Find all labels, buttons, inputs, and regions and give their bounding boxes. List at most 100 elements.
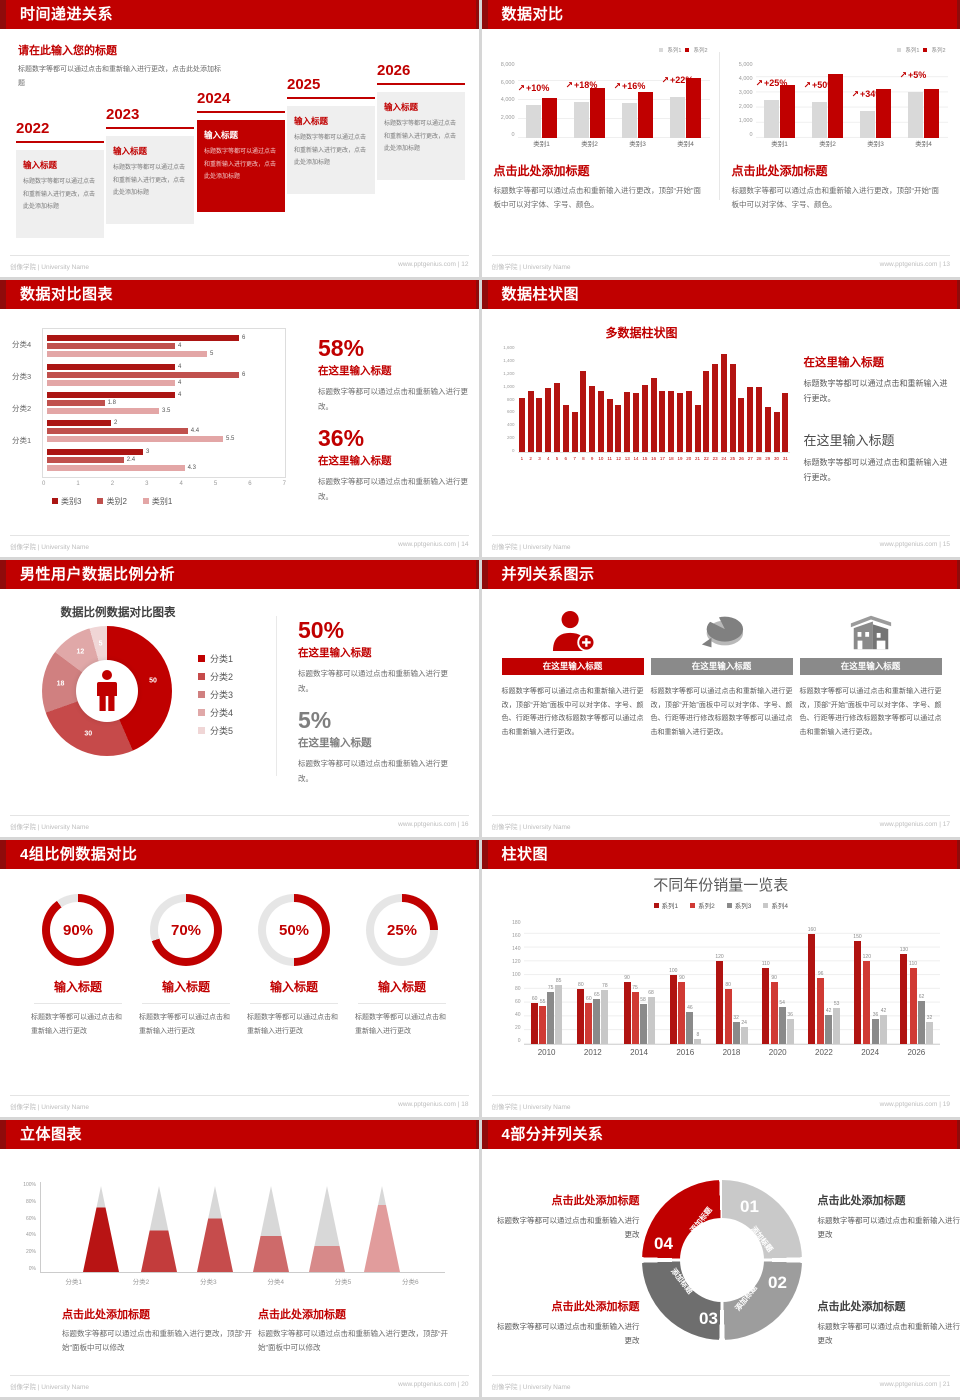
bar <box>770 982 778 1044</box>
bar <box>518 398 525 452</box>
bar-slot <box>746 387 755 452</box>
slide-column-chart[interactable]: 数据柱状图 多数据柱状图 1,600 1,400 1,200 1,000 800 600 4… <box>481 280 960 557</box>
segment-number: 02 <box>768 1273 787 1292</box>
bar <box>926 1021 934 1044</box>
chart-element: 110 90 54 36 <box>762 920 794 1044</box>
parallel-item-2: 在这里输入标题 标题数字等都可以通过点击和重新输入进行更改，顶部“开始”面板中可… <box>650 600 793 740</box>
category-label: 分类1 <box>12 436 32 446</box>
quad-block-bottom-left: 点击此处添加标题 标题数字等都可以通过点击和重新输入进行更改 <box>492 1298 640 1349</box>
text-block-accent: 在这里输入标题 标题数字等都可以通过点击和重新输入进行更改。 <box>804 354 952 406</box>
slide-parallel-relation[interactable]: 并列关系图示 在这里输入标题 标题数字等都可以通过点击和重新输入进行更改，顶部“… <box>481 560 960 837</box>
stat-percent: 36% <box>318 425 365 451</box>
ring-title: 输入标题 <box>269 980 318 994</box>
slide-header-band: 数据柱状图 <box>481 280 960 309</box>
x-tick: 6 <box>248 481 252 487</box>
category-label: 类别4 <box>677 141 694 148</box>
series2-swatch <box>685 48 690 52</box>
bar-slot: 78 <box>601 983 609 1044</box>
slide-ring-comparison[interactable]: 4组比例数据对比 90% 输入标题 标题数字等都可以通过点击和重新输入进行更改 … <box>0 840 479 1117</box>
value-label: 90 <box>679 975 685 981</box>
bar-slot: 85 <box>555 978 563 1044</box>
x-tick: 2 <box>529 455 532 461</box>
icon-wrap <box>800 600 942 658</box>
x-tick: 7 <box>573 455 576 461</box>
series2-bar <box>686 78 701 138</box>
stat-block-36: 36% 在这里输入标题 标题数字等都可以通过点击和重新输入进行更改。 <box>318 425 470 504</box>
y-tick: 0 <box>517 1037 521 1044</box>
cone-chart <box>40 1182 445 1273</box>
footer-brand: 创像学院 | University Name <box>10 824 89 831</box>
bar <box>678 982 686 1044</box>
timeline-item-2022: 2022 输入标题 标题数字等都可以通过点击和重新输入进行更改，点击此处添加标题 <box>16 120 104 238</box>
slide-time-progression[interactable]: 时间递进关系 请在此输入您的标题 标题数字等都可以通过点击和重新输入进行更改，点… <box>0 0 479 277</box>
slide-footer: 创像学院 | University Name www.pptgenius.com… <box>10 815 469 831</box>
bar-slot <box>526 391 535 452</box>
slide-grouped-bar-chart[interactable]: 柱状图 不同年份销量一览表 系列1 系列2 系列3 系列4 180 160 140 1… <box>481 840 960 1117</box>
slide-data-comparison[interactable]: 数据对比 系列1 系列2 8,000 6,000 4,000 2,000 0 ↗ +10% 类… <box>481 0 960 277</box>
x-tick: 14 <box>633 455 639 461</box>
bar <box>597 391 604 452</box>
timeline-divider <box>106 127 194 129</box>
bar-slot <box>719 354 728 452</box>
slide-header-band: 柱状图 <box>481 840 960 869</box>
divider <box>250 1003 338 1004</box>
y-tick: 40% <box>25 1232 36 1239</box>
y-tick: 1,200 <box>503 370 515 376</box>
chart-element: 3 <box>47 448 281 455</box>
y-tick: 60 <box>514 998 521 1005</box>
y-tick: 800 <box>506 396 515 402</box>
slide-header-band: 并列关系图示 <box>481 560 960 589</box>
bar <box>601 990 609 1044</box>
slide-footer: 创像学院 | University Name www.pptgenius.com… <box>491 535 950 551</box>
pie-3d-icon <box>701 615 743 648</box>
series1-swatch <box>653 903 659 908</box>
stat-body: 标题数字等都可以通过点击和重新输入进行更改。 <box>318 387 468 411</box>
slide-hbar-comparison[interactable]: 数据对比图表 分类4 分类3 分类2 分类1 6 4 5 4 6 4 4 1.8 3.5 2 4.4 5.5 3… <box>0 280 479 557</box>
y-tick: 180 <box>512 920 521 926</box>
year-label: 2025 <box>287 76 321 93</box>
donut-center <box>76 660 138 722</box>
chart-element: 160 96 42 53 <box>808 920 841 1044</box>
slice-value-label: 12 <box>76 648 85 656</box>
slide-cone-chart[interactable]: 立体图表 100% 80% 60% 40% 20% 0% 分类1 分类2 分类3 分类4 分类5 分… <box>0 1120 479 1397</box>
bar <box>47 371 239 378</box>
series1-bar <box>574 101 589 138</box>
chart-title: 不同年份销量一览表 <box>653 877 789 894</box>
slide-title: 柱状图 <box>501 846 549 863</box>
y-axis: 8,000 6,000 4,000 2,000 0 <box>494 62 518 138</box>
bar-group: 100 90 46 8 2016 <box>662 920 708 1057</box>
timeline-card: 输入标题 标题数字等都可以通过点击和重新输入进行更改，点击此处添加标题 <box>287 106 375 194</box>
bar <box>555 985 563 1044</box>
bar-slot <box>570 411 579 452</box>
caption-left: 点击此处添加标题 标题数字等都可以通过点击和重新输入进行更改，顶部“开始”面板中… <box>62 1306 258 1356</box>
category-axis: 分类4 分类3 分类2 分类1 <box>12 328 42 478</box>
x-tick: 29 <box>765 455 771 461</box>
y-tick: 5,000 <box>738 62 753 68</box>
bar <box>47 343 175 350</box>
block-title: 点击此处添加标题 <box>817 1195 906 1207</box>
chart-element: 4 <box>47 391 281 398</box>
ring-item-25: 25% 输入标题 标题数字等都可以通过点击和重新输入进行更改 <box>350 894 454 1038</box>
bar-group: ↗ +50% 类别2 <box>804 62 852 150</box>
stat-title: 在这里输入标题 <box>318 455 392 468</box>
value-label: 24 <box>741 1020 747 1027</box>
footer-brand: 创像学院 | University Name <box>491 264 571 271</box>
bar <box>863 961 871 1044</box>
groups-row: 60 55 75 85 2010 80 60 65 78 2012 90 75 58 68 2014 100 9… <box>524 920 940 1057</box>
slide-title: 数据对比 <box>501 6 564 23</box>
legend-item: 类别2 <box>97 496 127 507</box>
bar <box>571 411 578 452</box>
category-label: 2010 <box>537 1048 556 1057</box>
bar <box>527 391 534 452</box>
bar <box>562 404 569 452</box>
y-tick: 120 <box>512 959 521 966</box>
slide-donut-analysis[interactable]: 男性用户数据比例分析 数据比例数据对比图表 50 30 18 12 5 分类1 分类2 分类… <box>0 560 479 837</box>
chart-element: 120 80 32 24 <box>715 920 748 1044</box>
y-tick: 40 <box>514 1011 521 1018</box>
x-tick: 4 <box>546 455 550 461</box>
ring-body: 标题数字等都可以通过点击和重新输入进行更改 <box>31 1014 122 1035</box>
intro-block: 请在此输入您的标题 标题数字等都可以通过点击和重新输入进行更改，点击此处添加标题 <box>18 42 223 90</box>
bar <box>47 391 175 398</box>
slide-quad-relation[interactable]: 4部分并列关系 01 添加标题 02 添加标题 03 添加标题 04 添加标题 点击此处添加标… <box>481 1120 960 1397</box>
value-label: 80 <box>578 981 584 988</box>
